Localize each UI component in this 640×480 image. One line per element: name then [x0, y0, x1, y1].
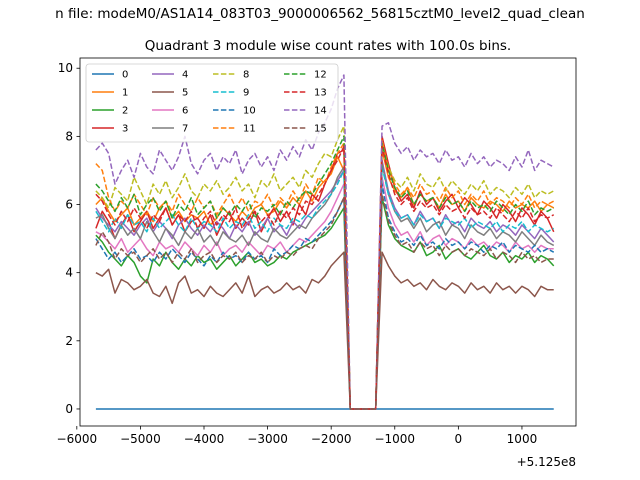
x-tick-label: 0 [455, 432, 463, 446]
legend-label-4: 4 [182, 70, 188, 81]
series-line-8 [95, 125, 555, 410]
x-tick-label: −1000 [374, 432, 415, 446]
y-tick-label: 2 [65, 334, 73, 348]
x-tick-label: −6000 [57, 432, 98, 446]
legend-label-14: 14 [314, 106, 327, 117]
legend-label-7: 7 [182, 124, 188, 135]
x-tick-label: −5000 [120, 432, 161, 446]
x-tick-label: −3000 [247, 432, 288, 446]
legend-label-8: 8 [243, 70, 249, 81]
x-tick-label: −4000 [184, 432, 225, 446]
legend-label-6: 6 [182, 106, 188, 117]
legend-frame [85, 63, 339, 143]
y-tick-label: 10 [58, 61, 73, 75]
series-group [95, 74, 555, 410]
legend-label-12: 12 [314, 70, 327, 81]
legend-label-0: 0 [122, 70, 128, 81]
x-axis: −6000 −5000 −4000 −3000 −2000 −1000 0 1000 [57, 426, 538, 446]
series-line-15 [95, 193, 554, 410]
series-line-1 [95, 149, 555, 410]
chart-title: Quadrant 3 module wise count rates with … [145, 38, 511, 54]
series-line-7 [95, 162, 555, 410]
legend-label-11: 11 [243, 124, 256, 135]
legend-label-5: 5 [182, 88, 188, 99]
y-tick-label: 4 [65, 266, 73, 280]
x-axis-offset-text: +5.125e8 [517, 455, 576, 469]
legend-label-1: 1 [122, 88, 128, 99]
legend-label-9: 9 [243, 88, 249, 99]
series-line-10 [95, 183, 555, 410]
x-tick-label: −2000 [311, 432, 352, 446]
series-line-4 [95, 159, 555, 410]
legend-label-2: 2 [122, 106, 128, 117]
series-line-9 [95, 166, 555, 410]
y-tick-label: 0 [65, 402, 73, 416]
y-tick-label: 8 [65, 129, 73, 143]
series-line-13 [95, 145, 555, 410]
legend-label-13: 13 [314, 88, 327, 99]
axes-frame [79, 57, 577, 427]
figure-suptitle: n file: modeM0/AS1A14_083T03_9000006562_… [55, 6, 585, 22]
legend-label-10: 10 [243, 106, 256, 117]
legend-label-3: 3 [122, 124, 128, 135]
y-axis: 0 2 4 6 8 10 [58, 61, 80, 416]
y-tick-label: 6 [65, 198, 73, 212]
x-tick-label: 1000 [507, 432, 538, 446]
series-line-5 [95, 251, 554, 410]
legend-label-15: 15 [314, 124, 327, 135]
